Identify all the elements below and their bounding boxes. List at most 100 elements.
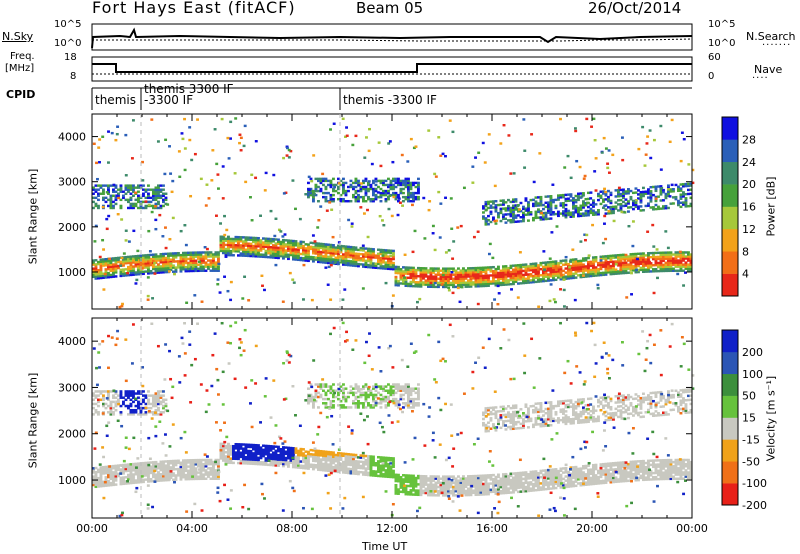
power-cell (507, 273, 510, 276)
power-cell (334, 246, 338, 249)
power-speckle (363, 156, 367, 159)
velocity-cell (177, 474, 180, 477)
velocity-cell (312, 453, 315, 456)
velocity-cell (319, 468, 323, 472)
power-cell (157, 265, 160, 268)
power-cell (579, 265, 583, 269)
power-speckle (409, 137, 413, 141)
power-cell (382, 183, 385, 187)
power-cell (449, 281, 453, 285)
power-cell (572, 199, 575, 202)
velocity-cell (244, 455, 248, 459)
velocity-cell (322, 456, 325, 459)
power-cell (387, 263, 390, 266)
velocity-cell (194, 458, 198, 462)
power-cell (559, 267, 563, 271)
power-cell (262, 243, 265, 246)
power-cell (327, 179, 330, 183)
power-cell (664, 265, 668, 269)
power-cell (389, 185, 393, 189)
power-cell (567, 209, 570, 213)
power-cell (607, 206, 610, 209)
power-cell (417, 177, 420, 181)
power-cell (597, 192, 600, 196)
power-cell (132, 202, 135, 206)
power-cell (542, 279, 545, 283)
velocity-cell (267, 451, 270, 454)
velocity-cell (354, 464, 358, 467)
power-speckle (670, 183, 674, 187)
power-cell (582, 202, 585, 205)
power-cell (382, 189, 385, 193)
power-cell (687, 257, 690, 260)
power-cell (387, 259, 390, 262)
power-cell (339, 250, 343, 254)
power-cell (629, 255, 633, 258)
velocity-cell (132, 462, 135, 466)
power-speckle (603, 222, 606, 225)
power-cell (457, 279, 460, 282)
power-cell (262, 241, 265, 244)
velocity-cell (144, 467, 148, 471)
power-cell (514, 208, 518, 211)
power-speckle (659, 124, 663, 128)
power-cell (122, 272, 125, 275)
velocity-cell (154, 460, 158, 464)
power-cell (639, 266, 643, 270)
velocity-cell (242, 453, 245, 457)
power-cell (512, 200, 515, 203)
power-speckle (150, 210, 154, 214)
velocity-cell (504, 477, 508, 480)
power-cell (259, 245, 263, 248)
power-cell (549, 270, 553, 274)
power-cell (394, 283, 398, 287)
velocity-cell (127, 469, 130, 473)
power-cell (589, 274, 593, 278)
power-cell (394, 281, 398, 285)
power-cell (519, 220, 523, 223)
power-cell (442, 267, 445, 270)
velocity-cell (479, 478, 483, 482)
power-cell (142, 184, 145, 187)
velocity-cell (419, 489, 423, 492)
power-cell (157, 194, 160, 198)
velocity-cell (102, 470, 105, 473)
velocity-cell (359, 460, 363, 464)
power-speckle (659, 168, 663, 171)
power-cell (567, 273, 570, 276)
velocity-cell (109, 477, 113, 481)
power-speckle (341, 298, 345, 301)
power-cell (634, 203, 638, 207)
velocity-cell (469, 479, 473, 482)
power-speckle (171, 179, 175, 183)
power-cell (659, 207, 663, 210)
power-cell (369, 199, 373, 203)
power-cell (152, 194, 155, 198)
power-cell (227, 251, 230, 255)
power-speckle (525, 209, 529, 212)
power-cell (174, 254, 178, 257)
power-cell (569, 211, 573, 214)
power-cell (194, 267, 198, 271)
velocity-cell (472, 476, 475, 480)
power-cell (102, 258, 105, 261)
power-cell (404, 183, 408, 187)
power-cell (134, 261, 138, 264)
velocity-cell (302, 454, 305, 457)
power-cell (509, 270, 513, 274)
power-speckle (479, 267, 483, 271)
power-cell (507, 198, 510, 202)
power-cell (319, 187, 323, 191)
power-cell (567, 277, 570, 280)
power-cell (637, 252, 640, 256)
power-speckle (668, 140, 672, 144)
power-cell (492, 218, 495, 221)
power-cell (574, 194, 578, 198)
power-cell (399, 189, 403, 193)
velocity-cell (269, 457, 273, 461)
velocity-cell (234, 455, 238, 458)
power-cell (582, 214, 585, 217)
power-speckle (302, 298, 305, 301)
velocity-cell (392, 459, 395, 462)
velocity-cell (129, 481, 133, 485)
